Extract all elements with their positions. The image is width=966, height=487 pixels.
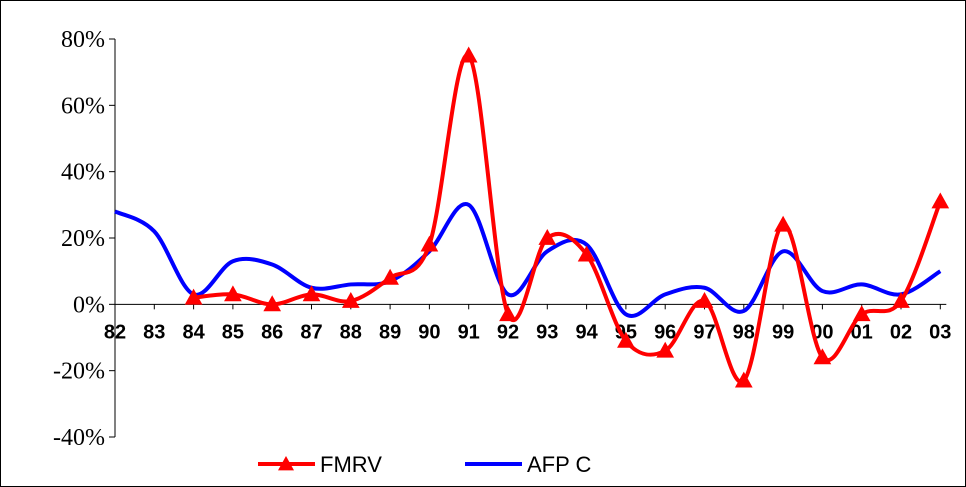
data-point-fmrv: [695, 291, 714, 308]
data-point-fmrv: [341, 291, 360, 308]
x-tick-label: 03: [929, 321, 951, 343]
legend: FMRV AFP C: [258, 452, 592, 477]
legend-marker-fmrv: [278, 456, 294, 471]
data-point-fmrv: [459, 46, 478, 63]
data-point-fmrv: [774, 215, 792, 232]
legend-label-fmrv: FMRV: [320, 452, 382, 477]
x-tick-label: 97: [693, 321, 715, 343]
data-point-fmrv: [420, 235, 439, 252]
x-tick-label: 01: [851, 321, 873, 343]
y-tick-label: 80%: [61, 27, 105, 53]
data-point-fmrv: [381, 268, 399, 285]
data-point-fmrv: [499, 305, 517, 322]
x-tick-label: 91: [458, 321, 480, 343]
data-point-fmrv: [813, 348, 832, 365]
y-tick-label: 40%: [61, 160, 105, 186]
y-tick-label: 60%: [61, 93, 105, 119]
x-tick-label: 94: [575, 321, 598, 343]
data-point-fmrv: [931, 192, 950, 209]
x-tick-label: 93: [536, 321, 558, 343]
x-tick-label: 92: [497, 321, 519, 343]
x-tick-label: 98: [733, 321, 755, 343]
x-tick-label: 85: [222, 321, 244, 343]
y-tick-label: -20%: [53, 359, 105, 385]
x-tick-label: 84: [182, 321, 205, 343]
data-point-fmrv: [224, 285, 242, 302]
x-tick-label: 96: [654, 321, 676, 343]
x-tick-label: 86: [261, 321, 283, 343]
data-point-fmrv: [184, 288, 203, 305]
data-point-fmrv: [538, 228, 557, 245]
y-tick-label: 0%: [73, 292, 105, 318]
x-tick-label: 99: [772, 321, 794, 343]
x-tick-label: 88: [340, 321, 362, 343]
data-point-fmrv: [302, 285, 321, 302]
data-point-fmrv: [734, 371, 753, 388]
data-point-fmrv: [577, 245, 596, 262]
x-tick-label: 83: [143, 321, 165, 343]
y-tick-label: 20%: [61, 226, 105, 252]
x-tick-label: 90: [418, 321, 440, 343]
x-tick-label: 87: [300, 321, 322, 343]
x-tick-label: 82: [104, 321, 126, 343]
axes: -40% -20% 0% 20% 40% 60% 80% 82 83 84 85 86 87 88 89 90…: [53, 27, 951, 451]
series-layer: [114, 46, 950, 388]
data-point-fmrv: [617, 331, 635, 348]
x-tick-label: 89: [379, 321, 401, 343]
legend-label-afp-c: AFP C: [527, 452, 592, 477]
x-tick-label: 02: [890, 321, 912, 343]
x-tick-label: 00: [811, 321, 833, 343]
data-point-fmrv: [852, 305, 871, 322]
data-point-fmrv: [263, 295, 282, 312]
data-point-fmrv: [892, 291, 910, 308]
y-tick-label: -40%: [53, 425, 105, 451]
data-point-fmrv: [656, 341, 675, 358]
